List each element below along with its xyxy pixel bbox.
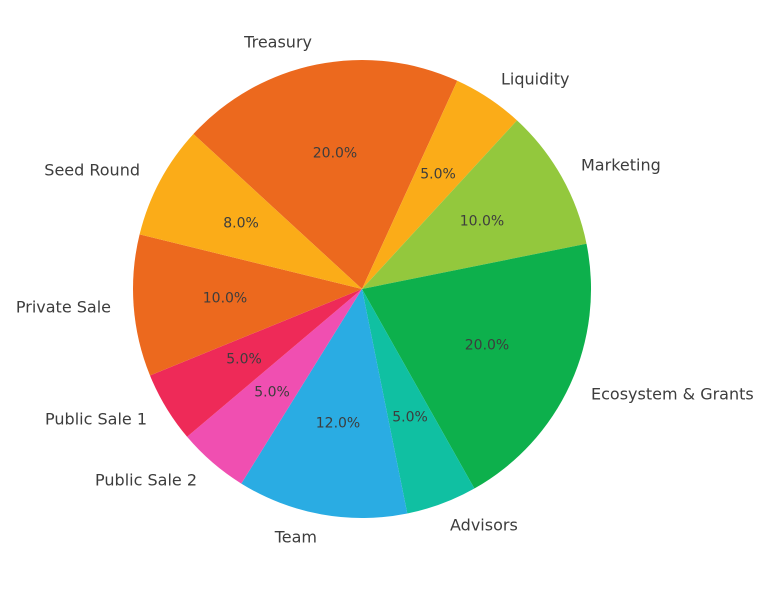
pie-slice-public-sale-2	[187, 289, 362, 484]
pie-slice-treasury	[193, 60, 458, 290]
pie-slice-marketing	[362, 120, 587, 290]
pie-slice-seed-round	[139, 134, 362, 289]
pie-slice-team	[241, 289, 408, 519]
pie-slice-ecosystem-grants	[362, 243, 592, 489]
pie-slice-public-sale-1	[150, 289, 362, 437]
pie-slice-liquidity	[362, 80, 517, 289]
pie-slice-advisors	[362, 289, 475, 514]
pie-slice-private-sale	[133, 234, 362, 376]
